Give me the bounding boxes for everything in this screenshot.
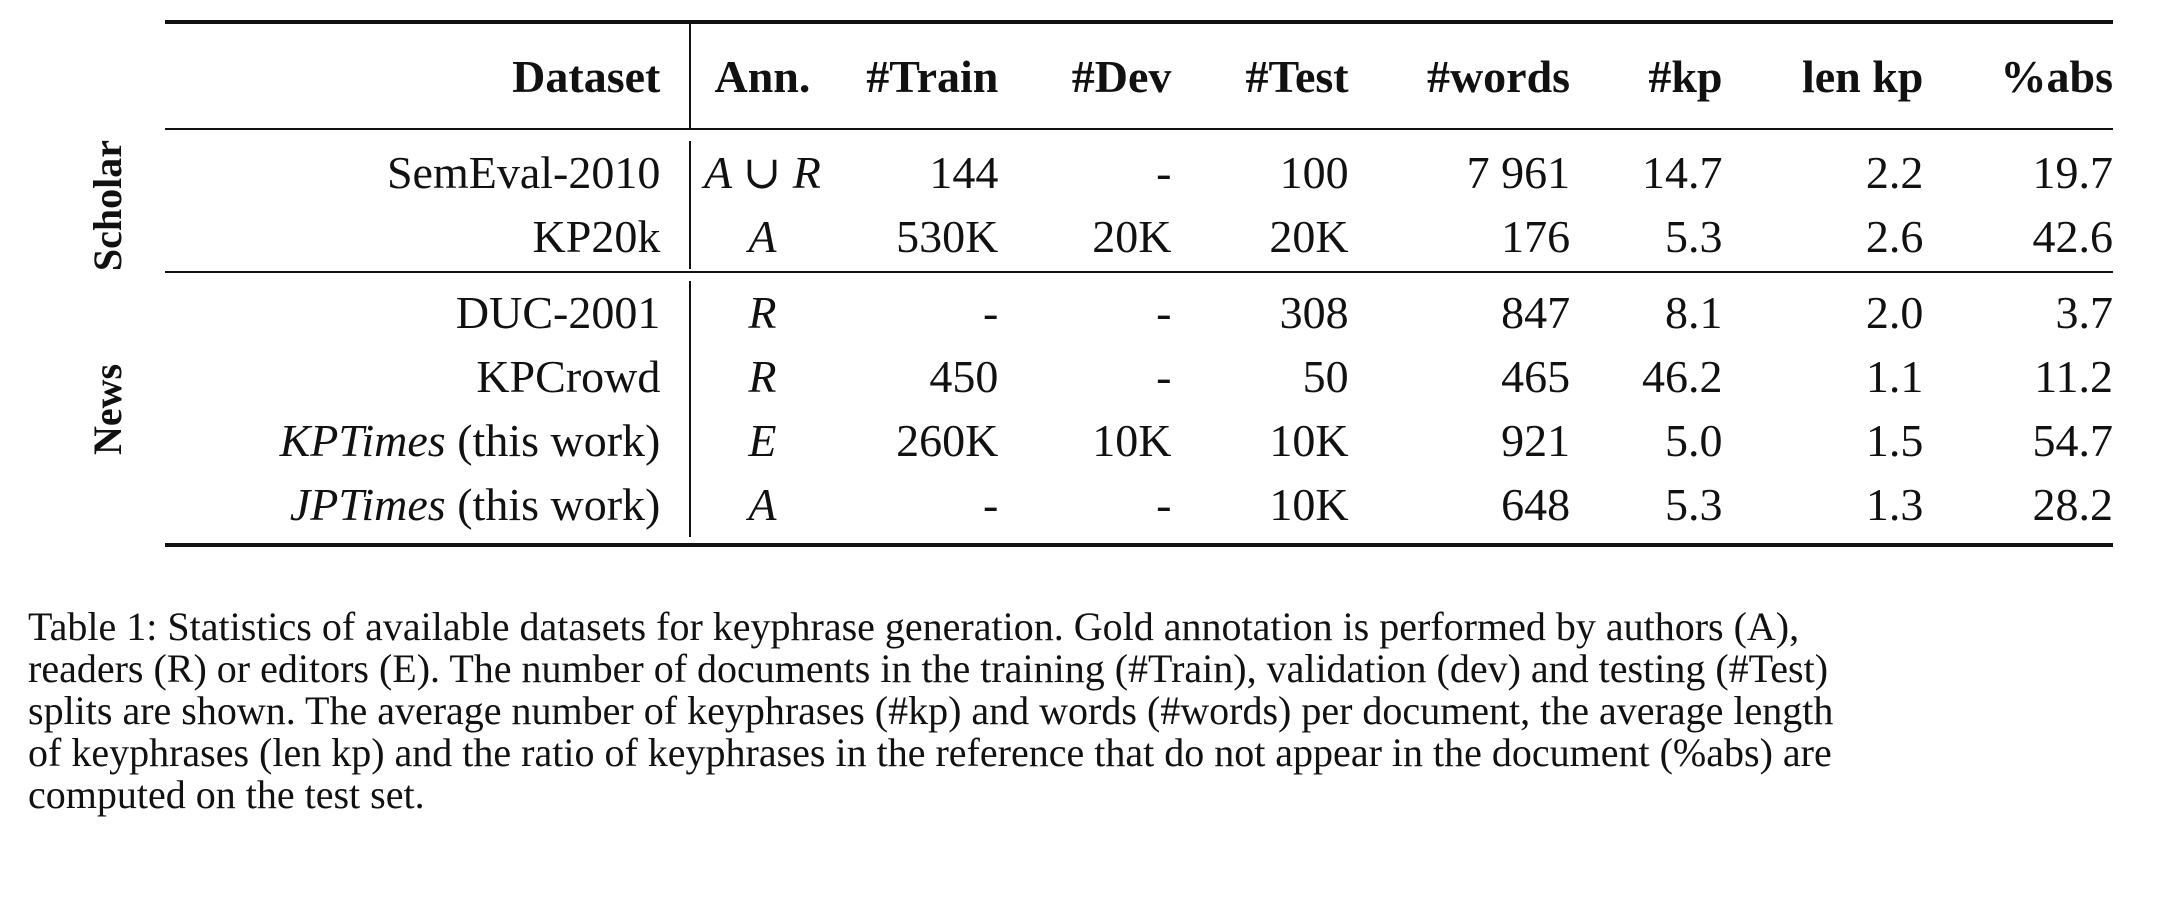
table-row: JPTimes (this work) A - - 10K 648 5.3 1.3 28.2: [165, 473, 2113, 537]
cell-len-kp: 1.1: [1865, 351, 1924, 402]
cell-dataset: JPTimes (this work): [165, 473, 692, 537]
header-dev: #Dev: [1071, 50, 1172, 102]
cell-len-kp: 1.5: [1865, 415, 1924, 466]
cell-test: 10K: [1269, 479, 1349, 530]
cell-dataset: DUC-2001: [165, 281, 692, 345]
cell-ann: R: [748, 351, 777, 402]
cell-kp: 5.0: [1665, 415, 1723, 466]
group-label-scholar: Scholar: [84, 139, 130, 271]
cell-ann: R: [748, 287, 777, 338]
table-row: KPTimes (this work) E 260K 10K 10K 921 5.0 1.5 5…: [165, 409, 2113, 473]
table-caption: Table 1: Statistics of available dataset…: [28, 606, 2162, 816]
table-row: KP20k A 530K 20K 20K 176 5.3 2.6 42.6: [165, 205, 2113, 269]
cell-train: 144: [929, 147, 999, 198]
cell-dataset: KPTimes (this work): [165, 409, 692, 473]
header-test: #Test: [1245, 50, 1349, 102]
cell-ann: A: [748, 479, 777, 530]
cell-kp: 46.2: [1642, 351, 1723, 402]
cell-abs: 3.7: [2055, 287, 2114, 338]
cell-train: 260K: [896, 415, 999, 466]
cell-ann: A ∪ R: [703, 147, 821, 198]
header-len-kp: len kp: [1801, 50, 1924, 102]
cell-dev: 20K: [1092, 211, 1172, 262]
table-header-row: Dataset Ann. #Train #Dev #Test #words #k…: [165, 24, 2113, 129]
cell-dataset: KPCrowd: [165, 345, 692, 409]
dataset-name: DUC-2001: [455, 287, 661, 338]
table-row: DUC-2001 R - - 308 847 8.1 2.0 3.7: [165, 281, 2113, 345]
cell-words: 648: [1501, 479, 1571, 530]
header-dataset: Dataset: [165, 24, 692, 129]
cell-test: 10K: [1269, 415, 1349, 466]
cell-words: 176: [1501, 211, 1571, 262]
cell-words: 921: [1501, 415, 1571, 466]
cell-words: 847: [1501, 287, 1571, 338]
cell-dev: -: [1156, 147, 1172, 198]
table-header-rule: [165, 128, 2113, 130]
table-group-rule: [165, 271, 2113, 273]
table-row: SemEval-2010 A ∪ R 144 - 100 7 961 14.7 2.2 19.7: [165, 141, 2113, 205]
header-ann: Ann.: [714, 50, 811, 102]
table-body: SemEval-2010 A ∪ R 144 - 100 7 961 14.7 2.2 19.7…: [165, 129, 2113, 537]
cell-kp: 5.3: [1665, 211, 1723, 262]
cell-dev: -: [1156, 479, 1172, 530]
group-label-news: News: [84, 363, 130, 455]
spacer-cell: [165, 129, 690, 141]
dataset-statistics-table: Dataset Ann. #Train #Dev #Test #words #k…: [165, 24, 2113, 537]
header-words: #words: [1426, 50, 1571, 102]
cell-abs: 28.2: [2032, 479, 2114, 530]
cell-test: 50: [1302, 351, 1349, 402]
cell-abs: 19.7: [2032, 147, 2114, 198]
cell-abs: 42.6: [2032, 211, 2114, 262]
cell-dev: -: [1156, 351, 1172, 402]
header-abs: %abs: [2000, 50, 2113, 102]
cell-kp: 14.7: [1642, 147, 1723, 198]
cell-test: 20K: [1269, 211, 1349, 262]
cell-dev: 10K: [1092, 415, 1172, 466]
caption-line: computed on the test set.: [28, 772, 425, 817]
cell-len-kp: 2.6: [1865, 211, 1924, 262]
dataset-name: JPTimes: [289, 479, 446, 530]
cell-train: 450: [929, 351, 999, 402]
table-row: KPCrowd R 450 - 50 465 46.2 1.1 11.2: [165, 345, 2113, 409]
cell-len-kp: 2.2: [1865, 147, 1924, 198]
dataset-name: SemEval-2010: [386, 147, 661, 198]
caption-line: splits are shown. The average number of …: [28, 688, 1834, 733]
caption-line: readers (R) or editors (E). The number o…: [28, 646, 1829, 691]
spacer-cell: [690, 129, 2113, 141]
dataset-suffix: (this work): [445, 479, 661, 530]
cell-kp: 5.3: [1665, 479, 1723, 530]
cell-test: 100: [1279, 147, 1349, 198]
group-spacer: [165, 129, 2113, 141]
dataset-name: KP20k: [532, 211, 661, 262]
cell-dataset: SemEval-2010: [165, 141, 692, 205]
cell-ann: E: [748, 415, 777, 466]
cell-len-kp: 1.3: [1865, 479, 1924, 530]
cell-words: 7 961: [1466, 147, 1571, 198]
dataset-name: KPCrowd: [476, 351, 661, 402]
cell-test: 308: [1279, 287, 1349, 338]
caption-line: of keyphrases (len kp) and the ratio of …: [28, 730, 1832, 775]
table-top-rule: [165, 20, 2113, 24]
cell-kp: 8.1: [1665, 287, 1723, 338]
header-kp: #kp: [1648, 50, 1723, 102]
cell-dev: -: [1156, 287, 1172, 338]
dataset-name: KPTimes: [279, 415, 446, 466]
cell-words: 465: [1501, 351, 1571, 402]
header-train: #Train: [866, 50, 999, 102]
cell-train: 530K: [896, 211, 999, 262]
caption-line: Table 1: Statistics of available dataset…: [28, 604, 1800, 649]
cell-abs: 11.2: [2034, 351, 2113, 402]
cell-train: -: [983, 287, 999, 338]
dataset-suffix: (this work): [445, 415, 661, 466]
table-bottom-rule: [165, 543, 2113, 547]
cell-dataset: KP20k: [165, 205, 692, 269]
cell-len-kp: 2.0: [1865, 287, 1924, 338]
cell-train: -: [983, 479, 999, 530]
cell-abs: 54.7: [2032, 415, 2114, 466]
cell-ann: A: [748, 211, 777, 262]
